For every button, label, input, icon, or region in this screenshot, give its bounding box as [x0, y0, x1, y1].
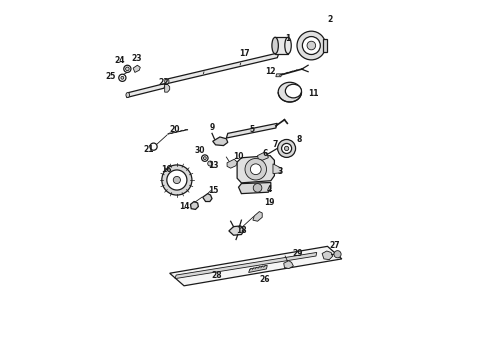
Text: 21: 21	[144, 145, 154, 154]
Circle shape	[302, 37, 320, 54]
Polygon shape	[175, 252, 317, 279]
Polygon shape	[203, 194, 212, 202]
Text: 8: 8	[296, 135, 301, 144]
Ellipse shape	[278, 82, 301, 102]
Polygon shape	[253, 212, 262, 221]
Text: 25: 25	[105, 72, 115, 81]
Polygon shape	[166, 53, 279, 84]
Circle shape	[119, 74, 126, 81]
Circle shape	[208, 161, 213, 166]
Circle shape	[285, 146, 289, 150]
Circle shape	[173, 176, 180, 184]
Text: 16: 16	[162, 165, 172, 174]
Text: 29: 29	[293, 249, 303, 258]
Text: 20: 20	[169, 125, 180, 134]
Polygon shape	[213, 137, 228, 145]
Circle shape	[334, 251, 341, 258]
Polygon shape	[170, 246, 342, 286]
Polygon shape	[239, 183, 271, 194]
Polygon shape	[126, 83, 166, 98]
Circle shape	[250, 164, 261, 175]
Text: 7: 7	[272, 140, 277, 149]
Ellipse shape	[285, 37, 291, 54]
Text: 18: 18	[236, 226, 247, 235]
Circle shape	[278, 139, 295, 157]
Circle shape	[162, 165, 192, 195]
Polygon shape	[191, 202, 198, 210]
Text: 11: 11	[309, 89, 319, 98]
Circle shape	[121, 76, 124, 79]
Text: 17: 17	[239, 49, 249, 58]
Text: 1: 1	[285, 34, 291, 43]
Text: 2: 2	[328, 15, 333, 24]
Circle shape	[167, 170, 187, 190]
Polygon shape	[258, 152, 269, 160]
Polygon shape	[226, 123, 277, 138]
Text: 6: 6	[262, 149, 268, 158]
Polygon shape	[275, 37, 288, 54]
Text: 19: 19	[264, 198, 274, 207]
Polygon shape	[237, 156, 274, 183]
Circle shape	[282, 143, 292, 153]
Text: 22: 22	[158, 78, 169, 87]
Polygon shape	[273, 164, 282, 174]
Polygon shape	[323, 40, 327, 51]
Circle shape	[253, 184, 262, 192]
Polygon shape	[248, 265, 267, 273]
Circle shape	[124, 65, 131, 72]
Polygon shape	[322, 251, 333, 260]
Circle shape	[307, 41, 316, 50]
Text: 10: 10	[234, 152, 244, 161]
Ellipse shape	[165, 79, 169, 84]
Circle shape	[203, 157, 206, 159]
Ellipse shape	[285, 84, 301, 98]
Text: 26: 26	[260, 275, 270, 284]
Text: 23: 23	[131, 54, 142, 63]
Circle shape	[297, 31, 326, 60]
Polygon shape	[284, 261, 294, 269]
Text: 3: 3	[277, 167, 282, 176]
Text: 13: 13	[209, 161, 219, 170]
Text: 27: 27	[329, 241, 340, 250]
Text: 24: 24	[114, 56, 125, 65]
Text: 5: 5	[249, 125, 255, 134]
Circle shape	[245, 158, 267, 180]
Text: 15: 15	[209, 185, 219, 194]
Circle shape	[150, 143, 157, 150]
Text: 30: 30	[195, 146, 205, 155]
Ellipse shape	[126, 93, 129, 98]
Ellipse shape	[272, 37, 278, 54]
Polygon shape	[227, 159, 237, 168]
Text: 12: 12	[266, 67, 276, 76]
Polygon shape	[165, 84, 170, 92]
Text: 4: 4	[267, 185, 271, 194]
Polygon shape	[133, 65, 140, 72]
Circle shape	[125, 67, 129, 71]
Text: 9: 9	[210, 123, 215, 132]
Text: 14: 14	[179, 202, 189, 211]
Text: 28: 28	[212, 271, 222, 280]
Polygon shape	[229, 226, 245, 235]
Circle shape	[201, 155, 208, 161]
Polygon shape	[276, 74, 282, 77]
